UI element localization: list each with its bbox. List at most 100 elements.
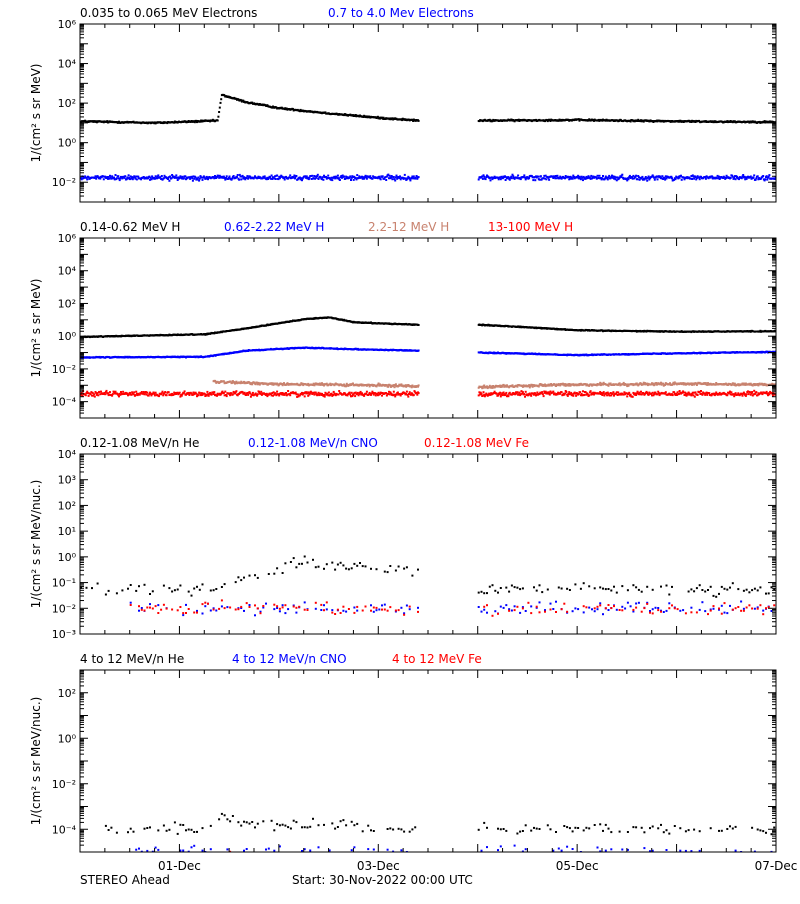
data-point (385, 179, 387, 181)
data-point (628, 392, 630, 394)
data-point (657, 178, 659, 180)
data-point (396, 175, 398, 177)
data-point (632, 396, 634, 398)
series-2-3 (80, 346, 778, 359)
data-point (146, 392, 148, 394)
data-point (115, 174, 117, 176)
data-point (224, 391, 226, 393)
data-point (418, 350, 420, 352)
data-point (198, 180, 200, 182)
data-point (742, 395, 744, 397)
data-point (387, 386, 389, 388)
data-point (478, 179, 480, 181)
data-point (418, 392, 420, 394)
data-point (191, 177, 193, 179)
data-point (418, 384, 420, 386)
data-point (523, 174, 525, 176)
data-point (509, 179, 511, 181)
data-point (369, 175, 371, 177)
data-point (220, 102, 222, 104)
data-point (534, 179, 536, 181)
data-point (211, 394, 213, 396)
data-point (505, 392, 507, 394)
data-point (691, 178, 693, 180)
data-point (217, 120, 219, 122)
data-point (409, 179, 411, 181)
data-point (338, 390, 340, 392)
data-point (135, 391, 137, 393)
data-point (366, 391, 368, 393)
data-point (252, 392, 254, 394)
data-point (561, 391, 563, 393)
data-point (213, 391, 215, 393)
data-point (354, 395, 356, 397)
data-point (661, 175, 663, 177)
data-point (128, 174, 130, 176)
data-point (311, 175, 313, 177)
data-point (681, 179, 683, 181)
data-point (672, 394, 674, 396)
data-point (220, 98, 222, 100)
data-point (356, 174, 358, 176)
data-point (229, 176, 231, 178)
data-point (116, 177, 118, 179)
data-point (237, 174, 239, 176)
data-point (247, 394, 249, 396)
data-point (167, 178, 169, 180)
data-point (217, 116, 219, 118)
y-tick-label: 10⁰ (58, 137, 77, 150)
data-point (567, 395, 569, 397)
data-point (393, 391, 395, 393)
data-point (751, 391, 753, 393)
data-point (226, 395, 228, 397)
panel-1-data (80, 94, 778, 182)
data-point (117, 175, 119, 177)
data-point (406, 391, 408, 393)
data-point (607, 178, 609, 180)
data-point (156, 177, 158, 179)
data-point (294, 177, 296, 179)
data-point (418, 176, 420, 178)
data-point (602, 175, 604, 177)
data-point (327, 175, 329, 177)
y-tick-label: 10⁴ (58, 58, 77, 71)
data-point (404, 174, 406, 176)
data-point (197, 394, 199, 396)
data-point (517, 175, 519, 177)
data-point (612, 391, 614, 393)
data-point (735, 178, 737, 180)
data-point (113, 177, 115, 179)
data-point (109, 391, 111, 393)
data-point (511, 177, 513, 179)
data-point (394, 180, 396, 182)
data-point (393, 176, 395, 178)
data-point (578, 393, 580, 395)
data-point (161, 175, 163, 177)
data-point (582, 179, 584, 181)
legend-label: 0.035 to 0.065 MeV Electrons (80, 6, 257, 20)
data-point (699, 178, 701, 180)
data-point (768, 174, 770, 176)
data-point (94, 396, 96, 398)
data-point (766, 391, 768, 393)
data-point (733, 395, 735, 397)
data-point (168, 391, 170, 393)
data-point (679, 390, 681, 392)
data-point (162, 391, 164, 393)
data-point (86, 178, 88, 180)
data-point (351, 392, 353, 394)
data-point (500, 395, 502, 397)
data-point (640, 391, 642, 393)
data-point (155, 175, 157, 177)
data-point (382, 175, 384, 177)
data-point (522, 391, 524, 393)
data-point (85, 394, 87, 396)
data-point (164, 391, 166, 393)
data-point (391, 178, 393, 180)
data-point (548, 179, 550, 181)
data-point (313, 394, 315, 396)
data-point (366, 178, 368, 180)
data-point (617, 391, 619, 393)
y-tick-label: 10⁶ (58, 18, 77, 31)
data-point (349, 392, 351, 394)
